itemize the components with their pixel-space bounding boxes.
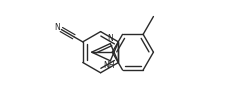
Text: N: N <box>54 23 60 32</box>
Text: NH: NH <box>104 61 115 70</box>
Text: N: N <box>107 34 113 43</box>
